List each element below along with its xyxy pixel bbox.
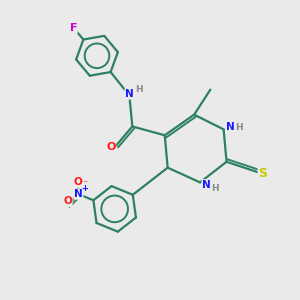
- Text: N: N: [74, 189, 83, 199]
- Text: O: O: [63, 196, 72, 206]
- Text: F: F: [70, 23, 77, 33]
- Text: ⁻: ⁻: [82, 179, 87, 189]
- Text: H: H: [212, 184, 219, 193]
- Text: N: N: [202, 180, 211, 190]
- Text: N: N: [125, 89, 134, 99]
- Text: O: O: [106, 142, 116, 152]
- Text: H: H: [135, 85, 142, 94]
- Text: S: S: [258, 167, 267, 180]
- Text: +: +: [81, 184, 88, 193]
- Text: H: H: [235, 122, 243, 131]
- Text: N: N: [226, 122, 235, 132]
- Text: O: O: [74, 177, 82, 188]
